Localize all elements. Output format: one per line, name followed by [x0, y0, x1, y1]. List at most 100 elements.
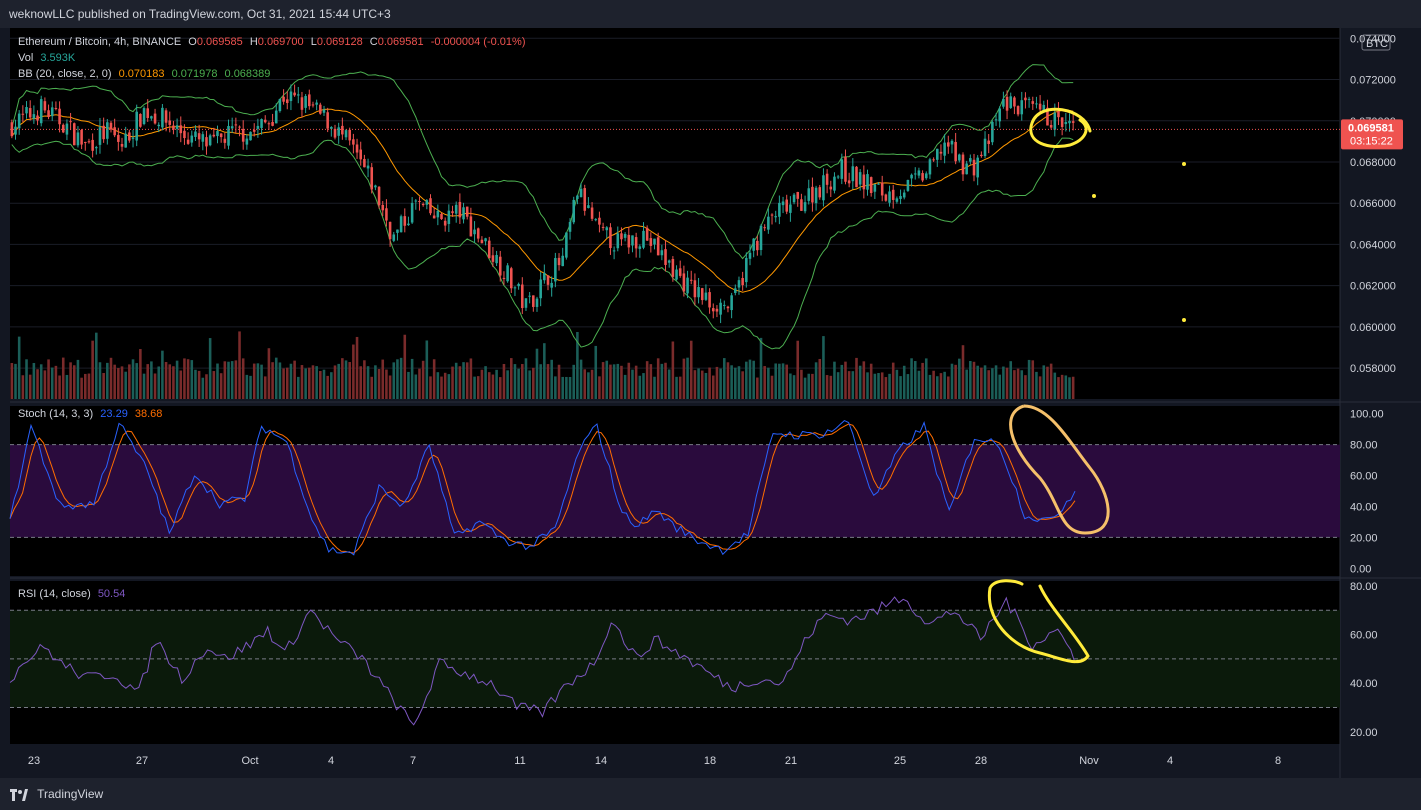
candle-body: [260, 119, 263, 128]
candle-body: [939, 151, 943, 154]
rsi-legend: RSI (14, close) 50.54: [18, 587, 129, 602]
candle-body: [873, 184, 877, 192]
x-tick-label: 18: [704, 755, 716, 767]
candle-body: [190, 135, 194, 143]
candle-body: [322, 109, 326, 113]
volume-bar: [183, 358, 186, 399]
candle-body: [179, 125, 183, 134]
stoch-k-value: 23.29: [100, 408, 128, 420]
candle-body: [36, 115, 39, 121]
volume-bar: [891, 362, 895, 399]
volume-bar: [54, 365, 58, 399]
volume-bar: [414, 374, 418, 399]
price-tick-label: 0.072000: [1350, 75, 1396, 87]
candle-body: [25, 107, 28, 114]
header-text: weknowLLC published on TradingView.com, …: [9, 7, 391, 21]
candle-body: [987, 140, 990, 145]
volume-bar: [910, 358, 913, 399]
volume-bar: [322, 369, 326, 399]
candle-body: [1005, 96, 1009, 111]
volume-bar: [385, 369, 388, 399]
candle-body: [267, 123, 271, 125]
candle-body: [252, 129, 256, 132]
candle-body: [1024, 97, 1027, 101]
x-tick-label: 14: [595, 755, 607, 767]
volume-bar: [822, 336, 825, 399]
candle-body: [789, 204, 792, 213]
candle-body: [693, 280, 697, 298]
candle-body: [880, 182, 884, 196]
volume-bar: [866, 372, 869, 399]
price-tick-label: 0.058000: [1350, 363, 1396, 375]
candle-body: [506, 265, 509, 282]
candle-body: [274, 110, 278, 124]
volume-bar: [991, 368, 994, 399]
chart-canvas[interactable]: 0.058000 0.060000 0.062000 0.064000 0.066000…: [0, 28, 1421, 778]
volume-bar: [260, 364, 263, 399]
volume-bar: [899, 376, 902, 399]
volume-bar: [285, 367, 289, 399]
projection-dot: [1092, 194, 1096, 198]
volume-bar: [700, 370, 704, 399]
volume-bar: [704, 372, 708, 399]
candle-body: [807, 188, 811, 201]
volume-bar: [543, 343, 546, 399]
candle-body: [902, 192, 906, 198]
volume-bar: [667, 369, 671, 399]
volume-bar: [87, 373, 91, 399]
volume-bar: [935, 376, 939, 399]
candle-body: [524, 298, 528, 308]
candle-body: [296, 94, 300, 96]
candle-body: [627, 234, 631, 248]
open-value: 0.069585: [196, 36, 243, 48]
candle-body: [348, 129, 351, 141]
volume-bar: [528, 370, 531, 399]
candle-body: [153, 113, 157, 124]
volume-bar: [763, 366, 766, 399]
volume-bar: [627, 362, 631, 399]
volume-bar: [102, 372, 105, 399]
volume-bar: [341, 358, 344, 399]
volume-bar: [524, 358, 528, 399]
volume-bar: [565, 376, 568, 399]
candle-body: [601, 226, 605, 228]
candle-body: [377, 186, 381, 206]
candle-body: [994, 119, 998, 121]
last-price-tag: [1341, 119, 1403, 150]
volume-bar: [234, 360, 238, 399]
volume-bar: [39, 364, 43, 399]
candle-body: [565, 232, 568, 258]
x-tick-label: 28: [975, 755, 987, 767]
rsi-tick-label: 80.00: [1350, 581, 1378, 593]
candle-body: [539, 279, 542, 299]
candle-body: [359, 149, 363, 160]
volume-bar: [241, 358, 245, 399]
volume-bar: [572, 364, 576, 399]
candle-body: [660, 250, 664, 256]
volume-bar: [65, 374, 69, 399]
candle-body: [50, 107, 54, 117]
bb-lower-value: 0.068389: [224, 68, 271, 80]
volume-bar: [1038, 376, 1042, 399]
price-tick-label: 0.060000: [1350, 322, 1396, 334]
candle-body: [304, 95, 307, 108]
candle-body: [363, 158, 366, 168]
candle-body: [869, 177, 873, 194]
candle-body: [396, 229, 399, 233]
volume-bar: [682, 358, 686, 399]
volume-bar: [1005, 367, 1009, 399]
candle-body: [961, 154, 965, 175]
candle-body: [851, 166, 855, 182]
candle-body: [98, 127, 102, 145]
volume-bar: [109, 357, 113, 399]
candle-body: [117, 134, 120, 142]
candle-body: [124, 133, 127, 148]
volume-bar: [484, 366, 487, 399]
candle-body: [616, 233, 620, 249]
stoch-legend: Stoch (14, 3, 3) 23.29 38.68: [18, 407, 166, 422]
candle-body: [135, 111, 138, 141]
candle-body: [414, 200, 418, 202]
x-tick-label: 27: [136, 755, 148, 767]
volume-bar: [884, 377, 888, 399]
candle-body: [263, 119, 267, 123]
